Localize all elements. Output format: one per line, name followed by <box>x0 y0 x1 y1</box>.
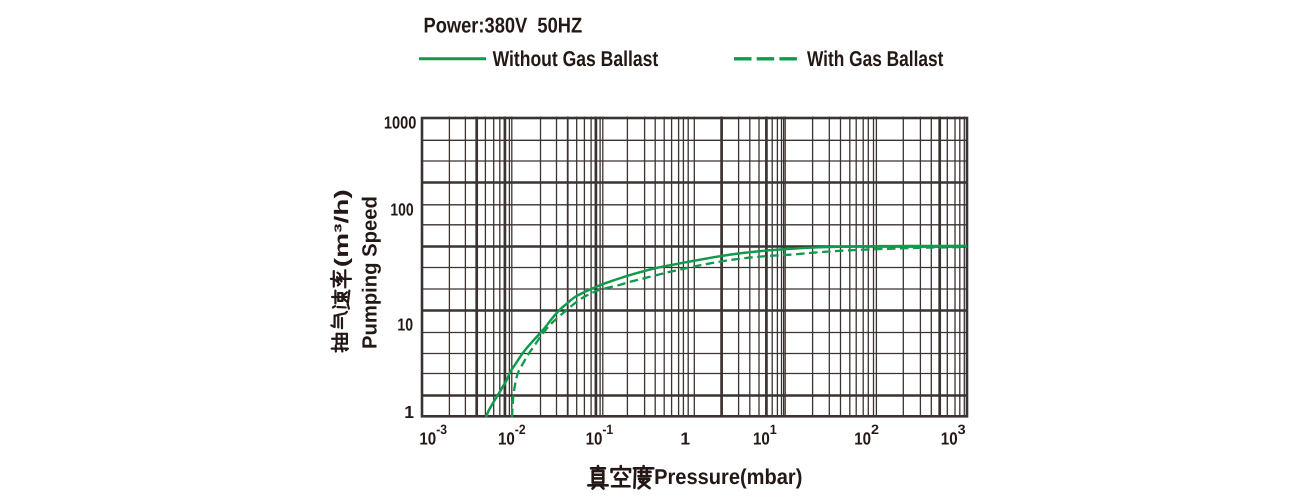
svg-text:100: 100 <box>390 200 413 220</box>
svg-text:2: 2 <box>871 422 879 437</box>
svg-text:1000: 1000 <box>384 113 417 133</box>
svg-text:1: 1 <box>680 428 690 448</box>
svg-text:1: 1 <box>770 422 777 437</box>
svg-text:Power:380V 50HZ: Power:380V 50HZ <box>424 14 583 38</box>
svg-text:Pressure(mbar): Pressure(mbar) <box>654 465 802 489</box>
svg-text:-1: -1 <box>602 422 613 437</box>
svg-text:1: 1 <box>404 402 414 422</box>
svg-text:10: 10 <box>397 315 413 335</box>
svg-text:10: 10 <box>941 428 958 448</box>
svg-text:3: 3 <box>958 422 967 437</box>
svg-text:Pumping Speed: Pumping Speed <box>359 196 382 349</box>
svg-text:10: 10 <box>753 428 770 448</box>
svg-text:With Gas Ballast: With Gas Ballast <box>807 47 943 71</box>
svg-text:Without Gas Ballast: Without Gas Ballast <box>493 47 659 71</box>
svg-text:10: 10 <box>586 428 603 448</box>
svg-text:10: 10 <box>419 428 436 448</box>
svg-text:-3: -3 <box>436 422 447 437</box>
svg-text:(m³/h): (m³/h) <box>331 189 353 267</box>
svg-text:-2: -2 <box>515 422 526 437</box>
svg-text:10: 10 <box>498 428 515 448</box>
svg-text:10: 10 <box>854 428 871 448</box>
